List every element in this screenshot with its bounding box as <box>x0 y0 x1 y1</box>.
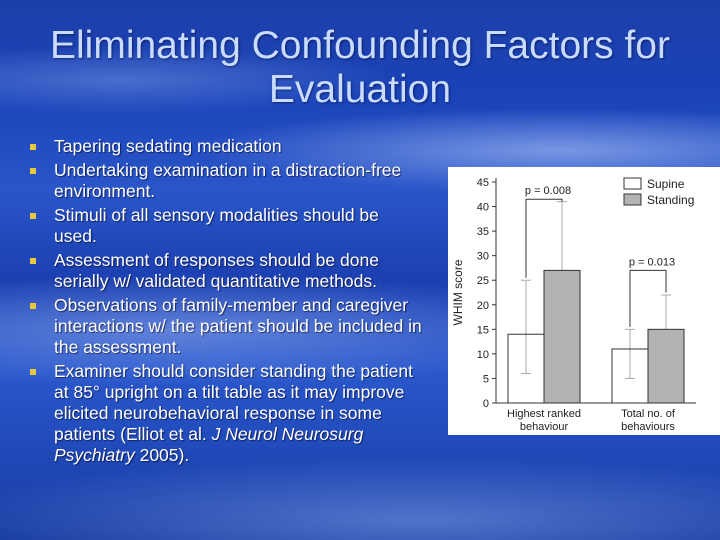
bullet-marker-icon <box>30 303 36 309</box>
y-tick-label: 25 <box>477 275 489 287</box>
x-tick-label: behaviours <box>621 421 675 433</box>
bar-supine <box>611 348 649 404</box>
significance-bracket <box>629 269 667 327</box>
significance-bracket <box>525 198 563 278</box>
bullet-text: Undertaking examination in a distraction… <box>54 160 402 201</box>
y-tick-label: 35 <box>477 226 489 238</box>
bar-standing <box>543 269 581 404</box>
x-tick-label: behaviour <box>520 421 569 433</box>
bar-supine <box>507 333 545 404</box>
bullet-marker-icon <box>30 168 36 174</box>
bullet-list: Tapering sedating medication Undertaking… <box>30 136 425 469</box>
chart-svg: 0 5 10 15 20 25 30 35 40 45 WHIM score Highest rank… <box>451 177 696 433</box>
bar-chart: 0 5 10 15 20 25 30 35 40 45 WHIM score Highest rank… <box>448 167 720 435</box>
y-axis-label: WHIM score <box>451 259 465 325</box>
y-tick-label: 40 <box>477 202 489 214</box>
bullet-marker-icon <box>30 144 36 150</box>
citation-year: 2005). <box>134 445 190 465</box>
legend-label: Standing <box>647 193 694 207</box>
x-tick-label: Highest ranked <box>507 408 581 420</box>
bullet-item: Examiner should consider standing the pa… <box>30 361 425 466</box>
bullet-item: Assessment of responses should be done s… <box>30 250 425 292</box>
p-value-label: p = 0.013 <box>629 256 675 268</box>
journal-name: J Neurol Neurosurg Psychiatry <box>54 424 364 465</box>
p-value-label: p = 0.008 <box>525 185 571 197</box>
bullet-text: Observations of family-member and caregi… <box>54 295 422 357</box>
y-tick-label: 10 <box>477 349 489 361</box>
bullet-text: Stimuli of all sensory modalities should… <box>54 205 379 246</box>
slide-title: Eliminating Confounding Factors for Eval… <box>50 24 670 111</box>
bullet-item: Stimuli of all sensory modalities should… <box>30 205 425 247</box>
y-tick-label: 15 <box>477 324 489 336</box>
bullet-text: Assessment of responses should be done s… <box>54 250 379 291</box>
bullet-marker-icon <box>30 369 36 375</box>
y-tick-label: 0 <box>483 398 489 410</box>
y-tick-label: 45 <box>477 177 489 189</box>
bullet-item: Tapering sedating medication <box>30 136 425 157</box>
bullet-marker-icon <box>30 213 36 219</box>
legend-label: Supine <box>647 177 685 191</box>
x-tick-label: Total no. of <box>621 408 676 420</box>
y-tick-label: 5 <box>483 373 489 385</box>
legend-swatch-standing <box>623 193 642 206</box>
y-tick-label: 20 <box>477 300 489 312</box>
bullet-item: Observations of family-member and caregi… <box>30 295 425 358</box>
bar-standing <box>647 328 685 404</box>
legend-swatch-supine <box>623 177 642 190</box>
y-tick-label: 30 <box>477 251 489 263</box>
bullet-text: Tapering sedating medication <box>54 136 282 156</box>
bullet-marker-icon <box>30 258 36 264</box>
bullet-item: Undertaking examination in a distraction… <box>30 160 425 202</box>
bullet-text: Examiner should consider standing the pa… <box>54 361 413 444</box>
